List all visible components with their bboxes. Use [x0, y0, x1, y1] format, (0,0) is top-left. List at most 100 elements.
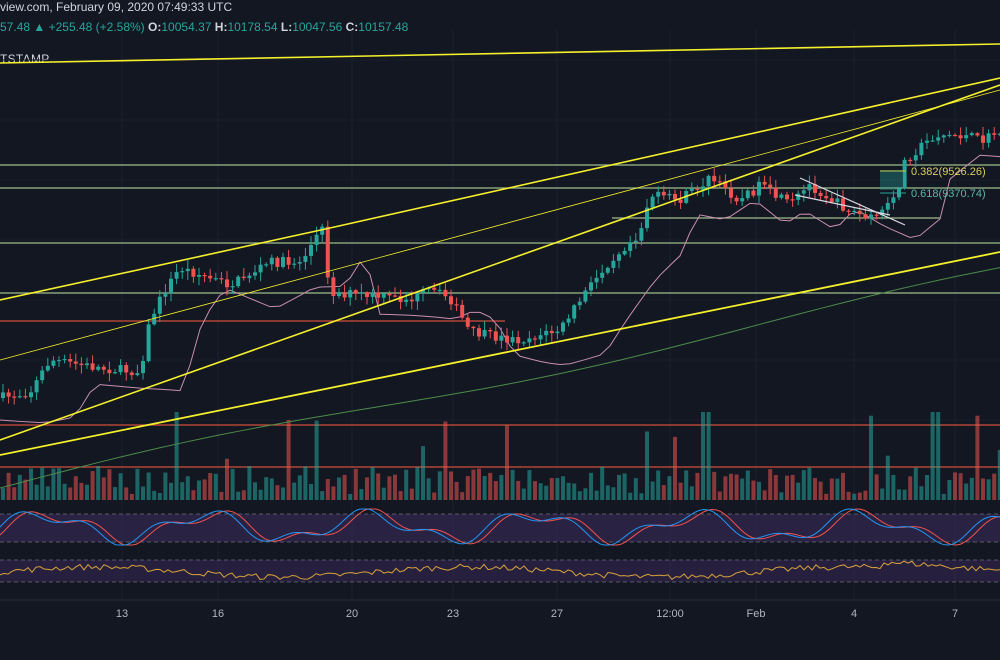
volume-bar-81 — [454, 481, 459, 500]
volume-bar-80 — [449, 471, 453, 500]
volume-bar-82 — [460, 492, 465, 500]
candlesticks — [1, 126, 1000, 405]
volume-bar-15 — [85, 484, 89, 500]
candle-67 — [376, 292, 381, 298]
candle-134 — [751, 190, 756, 196]
candle-13 — [73, 361, 78, 364]
candle-46 — [258, 264, 263, 273]
candle-158 — [885, 202, 890, 210]
volume-bar-98 — [549, 478, 554, 500]
candle-22 — [124, 365, 129, 373]
candle-133 — [745, 190, 750, 199]
candle-24 — [135, 373, 140, 376]
volume-bar-137 — [768, 469, 773, 500]
candle-143 — [801, 190, 806, 194]
candle-17 — [96, 366, 101, 370]
volume-bar-14 — [79, 482, 84, 500]
volume-bar-25 — [141, 486, 145, 500]
volume-bar-162 — [908, 476, 913, 500]
candle-0 — [1, 392, 5, 398]
candle-152 — [852, 210, 857, 212]
volume-bar-131 — [734, 474, 739, 500]
candle-5 — [29, 392, 33, 398]
volume-bar-41 — [230, 468, 235, 500]
x-tick-label-5: 12:00 — [656, 608, 684, 620]
candle-72 — [404, 299, 409, 302]
candle-81 — [454, 304, 459, 306]
volume-bar-23 — [129, 493, 134, 500]
volume-bar-54 — [303, 466, 308, 500]
candle-175 — [981, 135, 985, 143]
volume-bar-93 — [521, 488, 526, 500]
fib-zone — [880, 170, 902, 190]
candle-106 — [594, 277, 599, 283]
volume-bar-16 — [90, 471, 95, 500]
volume-bar-151 — [846, 491, 851, 500]
volume-bar-133 — [745, 470, 750, 500]
volume-bar-39 — [219, 491, 224, 500]
candle-116 — [650, 196, 655, 208]
volume-bar-36 — [202, 479, 207, 500]
volume-bar-11 — [62, 483, 67, 500]
volume-bar-37 — [208, 472, 213, 500]
candle-177 — [992, 133, 997, 135]
volume-bar-2 — [12, 487, 17, 500]
candle-151 — [846, 210, 851, 212]
candle-128 — [717, 181, 722, 183]
candle-130 — [729, 188, 733, 198]
candle-77 — [432, 287, 437, 290]
volume-bar-155 — [869, 415, 873, 500]
volume-bar-52 — [292, 482, 297, 500]
volume-bar-120 — [673, 436, 677, 500]
volume-bar-51 — [286, 419, 291, 500]
volume-bar-0 — [1, 488, 5, 500]
volume-bar-87 — [488, 472, 493, 500]
volume-bar-48 — [269, 478, 274, 500]
close-label: C: — [345, 20, 359, 34]
candle-54 — [303, 255, 308, 262]
candle-119 — [667, 193, 672, 196]
volume-bar-164 — [919, 486, 924, 500]
x-tick-label-0: 13 — [116, 608, 128, 620]
chart-source-line: view.com, February 09, 2020 07:49:33 UTC — [0, 0, 232, 14]
candle-172 — [964, 135, 969, 139]
volume-bar-61 — [342, 474, 347, 500]
volume-bar-22 — [124, 487, 129, 500]
volume-bar-46 — [258, 489, 263, 500]
candle-99 — [555, 331, 560, 334]
volume-bar-95 — [533, 481, 537, 500]
x-tick-label-1: 16 — [212, 608, 224, 620]
candle-11 — [62, 358, 67, 361]
volume-bar-92 — [516, 480, 521, 500]
volume-bar-168 — [941, 493, 946, 500]
candle-71 — [398, 295, 403, 302]
candle-3 — [17, 396, 22, 398]
candle-49 — [275, 257, 280, 267]
volume-bar-75 — [421, 446, 425, 500]
volume-bar-129 — [723, 476, 728, 500]
channel-thin — [0, 89, 1000, 361]
volume-bar-28 — [157, 492, 162, 500]
candle-97 — [544, 330, 549, 336]
chart-grid — [0, 30, 1000, 600]
volume-bar-140 — [785, 475, 789, 500]
volume-bar-105 — [589, 472, 593, 500]
flag-lower-line — [794, 194, 891, 216]
volume-bar-144 — [807, 467, 812, 500]
stoch-k-line — [0, 508, 1000, 546]
candle-137 — [768, 184, 773, 188]
volume-bar-71 — [398, 491, 403, 500]
candle-75 — [421, 289, 425, 293]
volume-bar-111 — [622, 473, 627, 500]
candle-87 — [488, 330, 493, 332]
candle-7 — [40, 370, 45, 381]
candle-156 — [874, 214, 879, 216]
up-arrow-icon: ▲ — [33, 20, 46, 34]
volume-bar-102 — [572, 483, 577, 500]
candle-65 — [365, 292, 369, 297]
volume-bar-171 — [958, 473, 963, 500]
volume-bar-115 — [645, 431, 649, 500]
candle-88 — [493, 331, 498, 341]
volume-bar-150 — [841, 472, 845, 500]
